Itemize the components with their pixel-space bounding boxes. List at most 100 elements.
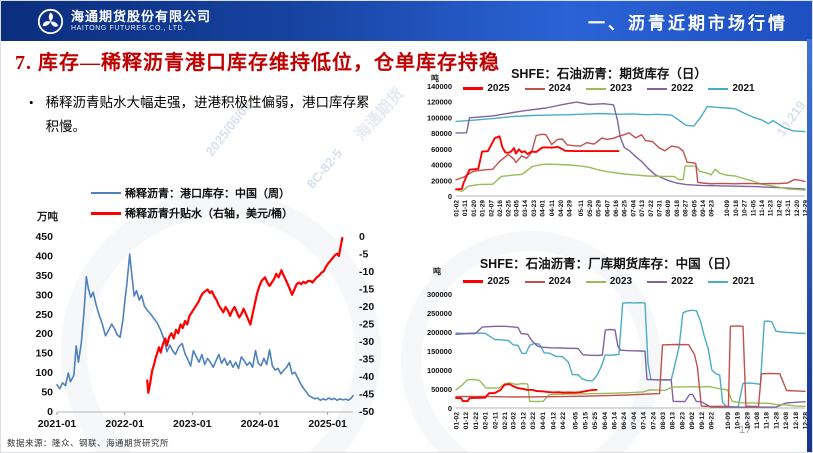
x-axis-tick-label: 04-20 [558, 200, 565, 217]
x-axis-tick-label: 11-28 [773, 412, 780, 429]
x-axis-tick-label: 06-07 [604, 200, 611, 217]
company-name: 海通期货股份有限公司 HAITONG FUTURES CO., LTD. [71, 9, 212, 32]
header: 海通期货股份有限公司 HAITONG FUTURES CO., LTD. 一、沥… [1, 1, 812, 41]
legend-item: 2022 [647, 83, 693, 94]
series-line-2023 [455, 163, 806, 193]
y-axis-tick-label: 200 [35, 328, 53, 340]
legend-swatch [708, 280, 729, 283]
bullet-dot: • [29, 95, 34, 110]
y2-axis-tick-label: -50 [359, 406, 374, 418]
x-axis-tick-label: 04-22 [560, 412, 567, 430]
legend-label: 2023 [609, 276, 633, 287]
x-axis-tick-label: 10-18 [733, 200, 740, 217]
x-axis-tick-label: 09-12 [699, 412, 706, 430]
y2-axis-tick-label: -20 [359, 301, 374, 313]
legend-label: 2022 [671, 83, 694, 94]
legend-swatch [647, 87, 668, 90]
series-line-2022 [455, 101, 806, 190]
legend-item: 2021 [708, 276, 755, 287]
legend-swatch [463, 87, 484, 90]
bullet-text: 稀释沥青贴水大幅走强，进港积极性偏弱，港口库存累积慢。 [45, 95, 370, 135]
shfe-warehouse-inventory-chart: SHFE：石油沥青：厂库期货库存：中国（日） 吨 2025 2024 2023 202… [409, 244, 809, 449]
x-axis-tick-label: 01-11 [462, 200, 469, 217]
series-line-2022 [455, 325, 806, 408]
legend-label: 2025 [487, 83, 510, 94]
x-axis-tick-label: 06-14 [612, 412, 619, 430]
y2-axis-tick-label: -10 [359, 266, 374, 278]
slide-right-border [807, 39, 812, 452]
port-inventory-chart: 万吨 稀释沥青：港口库存：中国（周） 稀释沥青升贴水（右轴，美元/桶） 0 50 10… [19, 171, 403, 439]
chart-canvas: 050100150200250300350400450-50-45-40-35-… [35, 231, 374, 430]
x-axis-tick-label: 2023-01 [173, 418, 212, 430]
x-axis-tick-label: 01-02 [454, 412, 461, 430]
x-axis-tick-label: 07-22 [648, 200, 655, 217]
x-axis-tick-label: 09-22 [708, 412, 715, 430]
chart-title: SHFE：石油沥青：期货库存（日） [511, 67, 707, 81]
y2-axis-tick-label: -40 [359, 371, 374, 383]
chart-legend: 2025 2024 2023 2022 2021 [409, 83, 809, 94]
chart-legend: 稀释沥青：港口库存：中国（周） 稀释沥青升贴水（右轴，美元/桶） [91, 185, 293, 221]
y-axis-tick-label: 250 [35, 309, 53, 321]
x-axis-tick-label: 10-29 [744, 412, 751, 430]
y-axis-tick-label: 200000 [427, 328, 452, 337]
x-axis-tick-label: 12-29 [803, 200, 810, 217]
x-axis-tick-label: 12-08 [783, 412, 790, 430]
legend-item: 2025 [463, 276, 510, 287]
x-axis-tick-label: 12-11 [785, 200, 792, 217]
x-axis-tick-label: 07-14 [641, 412, 648, 430]
x-axis-tick-label: 08-23 [679, 412, 686, 430]
legend-label: 稀释沥青升贴水（右轴，美元/桶） [125, 208, 294, 220]
x-axis-tick-label: 02-25 [506, 200, 513, 217]
legend-label: 稀释沥青：港口库存：中国（周） [125, 188, 290, 200]
x-axis-tick-label: 2024-01 [241, 418, 280, 430]
legend-swatch [585, 87, 606, 90]
x-axis-tick-label: 04-01 [540, 412, 547, 430]
x-axis-tick-label: 02-07 [488, 200, 495, 217]
legend-item: 2024 [524, 83, 571, 94]
x-axis-tick-label: 03-14 [522, 200, 529, 217]
axis-unit-label: 吨 [433, 267, 441, 276]
x-axis-tick-label: 01-22 [473, 412, 480, 430]
x-axis-tick-label: 2022-01 [105, 418, 144, 430]
y-axis-tick-label: 0 [47, 406, 53, 418]
legend-item: 2024 [524, 276, 571, 287]
x-axis-tick-label: 11-23 [768, 200, 775, 217]
x-axis-tick-label: 12-18 [793, 412, 800, 430]
y-axis-tick-label: 0 [448, 192, 452, 201]
x-axis-tick-label: 11-18 [764, 412, 771, 429]
x-axis-tick-label: 2021-01 [38, 418, 77, 430]
x-axis-tick-label: 01-29 [480, 200, 487, 217]
x-axis-tick-label: 07-04 [630, 200, 637, 217]
legend-swatch [91, 192, 121, 194]
x-axis-tick-label: 07-31 [657, 200, 664, 217]
legend-label: 2021 [732, 83, 755, 94]
y-axis-tick-label: 250000 [427, 309, 452, 318]
x-axis-tick-label: 10-09 [725, 412, 732, 430]
y-axis-tick-label: 400 [35, 250, 53, 262]
y-axis-tick-label: 150 [35, 348, 53, 360]
y-axis-tick-label: 20000 [431, 176, 452, 185]
x-axis-tick-label: 08-03 [660, 412, 667, 430]
x-axis-tick-label: 02-01 [483, 412, 490, 430]
x-axis-tick-label: 09-23 [709, 200, 716, 217]
legend-item: 2023 [585, 276, 633, 287]
y-axis-tick-label: 300 [35, 289, 53, 301]
legend-swatch [585, 280, 606, 283]
x-axis-tick-label: 09-05 [691, 200, 698, 217]
company-name-cn: 海通期货股份有限公司 [71, 9, 212, 25]
x-axis-tick-label: 01-02 [454, 200, 461, 217]
x-axis-tick-label: 05-25 [592, 412, 599, 430]
shfe-futures-inventory-chart: SHFE：石油沥青：期货库存（日） 吨 2025 2024 2023 2022 2021… [409, 57, 809, 241]
x-axis-tick-label: 08-27 [683, 200, 690, 217]
x-axis-tick-label: 05-20 [587, 200, 594, 217]
y2-axis-tick-label: -45 [359, 389, 374, 401]
axis-unit-label: 吨 [431, 74, 439, 83]
x-axis-tick-label: 04-29 [567, 200, 574, 217]
x-axis-tick-label: 06-24 [621, 412, 628, 430]
haitong-pinwheel-logo-icon [37, 8, 64, 35]
x-axis-tick-label: 06-16 [613, 200, 620, 217]
x-axis-tick-label: 06-04 [602, 412, 609, 430]
y-axis-tick-label: 50000 [431, 385, 452, 394]
legend-swatch [524, 280, 545, 283]
